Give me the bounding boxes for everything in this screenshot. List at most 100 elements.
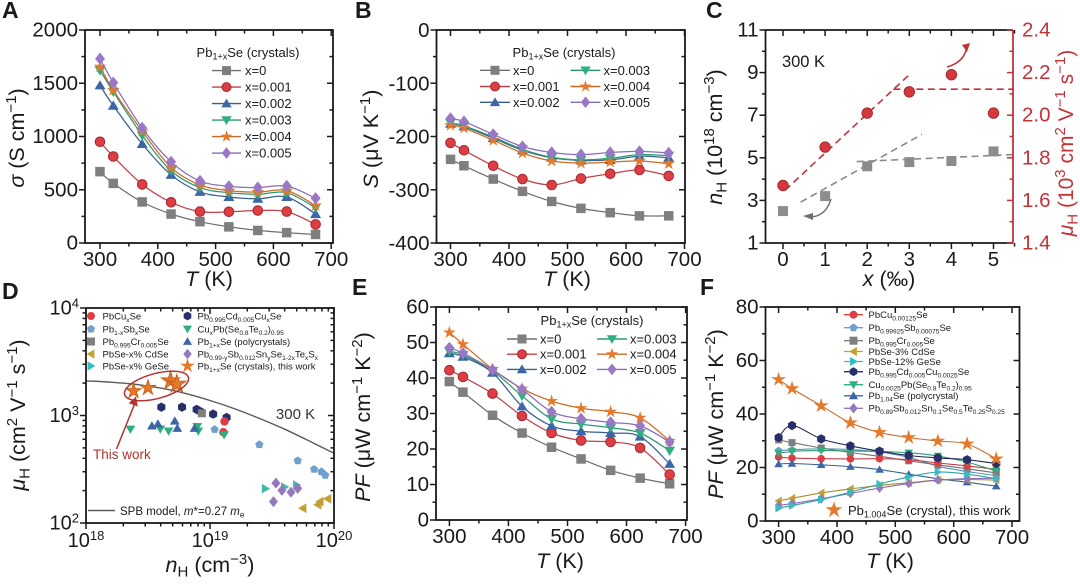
svg-text:500: 500 [44,178,78,201]
svg-text:T (K): T (K) [536,549,584,573]
svg-text:x=0.005: x=0.005 [630,362,677,377]
svg-text:700: 700 [995,526,1029,549]
svg-text:Pb0.995​Cr0.005​Se: Pb0.995​Cr0.005​Se [103,337,169,350]
svg-text:5: 5 [988,248,999,271]
svg-text:50: 50 [406,331,429,354]
svg-text:2: 2 [861,248,872,271]
svg-text:T (K): T (K) [185,267,233,291]
svg-text:1.4: 1.4 [1022,232,1051,255]
svg-text:PbSe-x% GeSe: PbSe-x% GeSe [103,361,170,372]
svg-text:x=0.002: x=0.002 [513,95,560,110]
svg-text:PbSe-12% GeSe: PbSe-12% GeSe [869,357,941,368]
svg-text:20: 20 [406,438,429,461]
svg-text:x=0.003: x=0.003 [245,113,292,128]
svg-text:1.6: 1.6 [1022,189,1051,212]
svg-text:μH​ (cm2​ V−1​ s−1​): μH​ (cm2​ V−1​ s−1​) [4,339,33,491]
svg-text:700: 700 [314,248,348,271]
svg-text:700: 700 [668,525,702,548]
svg-text:x=0.001: x=0.001 [245,80,292,95]
svg-text:104​: 104​ [50,296,79,320]
svg-text:x=0.001: x=0.001 [513,79,560,94]
svg-text:Pb1.004​Se (crystal), this wor: Pb1.004​Se (crystal), this work [848,503,1011,520]
svg-text:60: 60 [406,296,429,319]
svg-text:2.4: 2.4 [1022,19,1051,42]
svg-text:Pb1+x​Se (crystals): Pb1+x​Se (crystals) [197,45,300,62]
svg-text:0: 0 [418,19,429,42]
svg-text:500: 500 [878,526,912,549]
svg-text:Pb1+x​Se (crystals): Pb1+x​Se (crystals) [541,313,644,330]
svg-text:μH​ (103​ cm2​ V−1​ s−1​): μH​ (103​ cm2​ V−1​ s−1​) [1052,50,1080,237]
svg-text:A: A [2,0,19,23]
svg-text:500: 500 [550,248,584,271]
svg-text:This work: This work [93,447,151,462]
svg-text:x=0.004: x=0.004 [630,347,677,362]
svg-text:5: 5 [747,146,758,169]
svg-text:10: 10 [406,473,429,496]
svg-text:11: 11 [737,19,758,42]
svg-text:300: 300 [83,248,117,271]
svg-text:600: 600 [609,525,643,548]
svg-text:600: 600 [609,248,643,271]
svg-text:-200: -200 [388,126,429,149]
svg-text:600: 600 [256,248,290,271]
svg-text:30: 30 [406,402,429,425]
svg-text:Pb1+x​Se (polycrystals): Pb1+x​Se (polycrystals) [198,337,291,350]
svg-text:x=0.002: x=0.002 [540,362,587,377]
svg-text:4: 4 [946,248,957,271]
svg-text:x=0: x=0 [540,332,561,347]
svg-text:1.8: 1.8 [1022,146,1051,169]
svg-text:Pb1+x​Se (crystals), this work: Pb1+x​Se (crystals), this work [198,361,316,374]
svg-text:PbCux​Se: PbCux​Se [103,311,142,324]
svg-text:x=0.004: x=0.004 [245,129,292,144]
svg-text:x=0.003: x=0.003 [604,63,651,78]
svg-text:40: 40 [736,403,759,426]
svg-text:x=0.005: x=0.005 [604,95,651,110]
svg-text:3: 3 [747,189,758,212]
svg-text:-300: -300 [388,179,429,202]
svg-text:2000: 2000 [32,19,78,42]
svg-text:x=0.001: x=0.001 [540,347,587,362]
svg-text:x (‰): x (‰) [862,267,916,291]
svg-text:B: B [355,0,372,23]
svg-text:T (K): T (K) [866,549,914,573]
svg-text:F: F [700,274,714,300]
svg-text:1500: 1500 [32,72,78,95]
svg-text:PF (μW cm−1​ K−2​): PF (μW cm−1​ K−2​) [349,332,375,502]
svg-text:700: 700 [667,248,701,271]
svg-text:x=0: x=0 [513,63,534,78]
svg-text:300 K: 300 K [782,53,825,71]
svg-text:500: 500 [550,525,584,548]
svg-text:PF (μW cm−1​ K−2​): PF (μW cm−1​ K−2​) [702,329,728,499]
svg-text:3: 3 [904,248,915,271]
svg-text:20: 20 [736,456,759,479]
svg-text:1: 1 [819,248,830,271]
svg-text:0: 0 [777,248,788,271]
svg-text:PbSe-x% CdSe: PbSe-x% CdSe [103,349,169,360]
svg-text:D: D [2,278,19,304]
svg-text:80: 80 [736,296,759,319]
svg-text:T (K): T (K) [543,267,591,291]
svg-text:C: C [706,0,723,23]
svg-text:400: 400 [820,526,854,549]
svg-text:7: 7 [747,104,758,127]
svg-text:Pb0.89​Sb0.012​Sn0.1​Se0.5​Te0: Pb0.89​Sb0.012​Sn0.1​Se0.5​Te0.25​S0.25​ [869,404,1006,417]
svg-text:0: 0 [747,510,758,533]
svg-text:-100: -100 [388,72,429,95]
svg-text:2.2: 2.2 [1022,61,1051,84]
svg-text:PbSe-3% CdSe: PbSe-3% CdSe [869,347,936,358]
svg-text:Pb1+x​Se (crystals): Pb1+x​Se (crystals) [513,45,616,62]
svg-text:x=0: x=0 [245,63,266,78]
svg-text:60: 60 [736,349,759,372]
svg-text:400: 400 [492,248,526,271]
svg-text:x=0.002: x=0.002 [245,96,292,111]
svg-text:600: 600 [937,526,971,549]
svg-text:300: 300 [433,248,467,271]
svg-text:0: 0 [67,232,78,255]
svg-text:Pb1-x​Sbx​Se: Pb1-x​Sbx​Se [103,324,150,337]
svg-text:x=0.003: x=0.003 [630,332,677,347]
svg-text:2.0: 2.0 [1022,104,1051,127]
svg-text:1000: 1000 [32,125,78,148]
svg-text:x=0.004: x=0.004 [604,79,651,94]
svg-text:0: 0 [418,509,429,532]
svg-text:1: 1 [747,232,758,255]
